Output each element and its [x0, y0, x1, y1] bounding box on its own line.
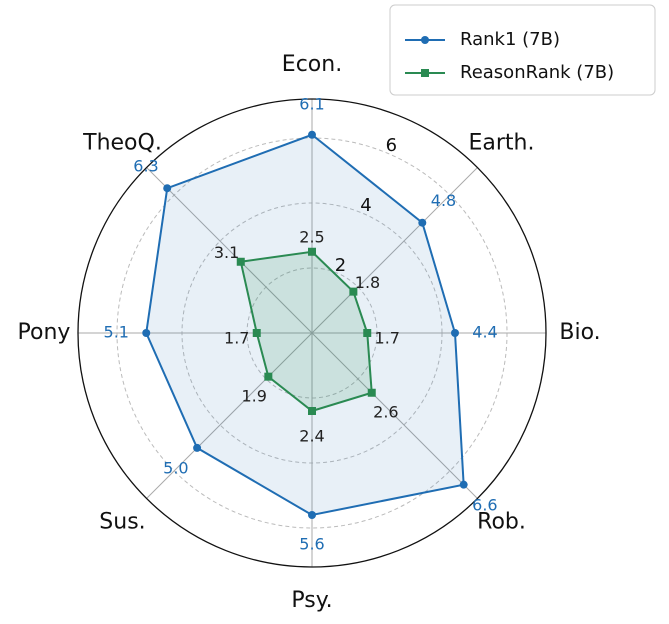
value-label: 2.4 [299, 427, 324, 446]
category-label: TheoQ. [82, 130, 162, 155]
marker [308, 130, 316, 139]
value-label: 4.8 [431, 191, 456, 210]
marker [264, 372, 273, 381]
legend-label: ReasonRank (7B) [460, 62, 614, 83]
value-label: 2.6 [373, 402, 398, 421]
marker [142, 329, 151, 337]
legend-marker [421, 69, 429, 77]
value-label: 3.1 [214, 243, 239, 262]
r-tick-label: 6 [386, 135, 397, 156]
value-label: 6.1 [299, 94, 324, 113]
value-label: 6.6 [472, 495, 497, 514]
category-label: Psy. [291, 588, 332, 613]
spoke [146, 332, 313, 499]
spoke [311, 332, 478, 499]
marker [418, 218, 427, 227]
value-label: 5.6 [299, 535, 324, 554]
legend-box [389, 4, 656, 96]
marker [367, 388, 376, 397]
value-label: 6.3 [133, 157, 158, 176]
value-label: 1.9 [241, 386, 266, 405]
value-label: 2.5 [299, 227, 324, 246]
marker [308, 511, 316, 519]
value-label: 5.0 [163, 459, 188, 478]
marker [459, 480, 468, 489]
value-label: 1.7 [375, 329, 400, 348]
category-label: Bio. [559, 320, 600, 345]
value-label: 1.7 [224, 329, 249, 348]
category-label: Rob. [477, 510, 526, 535]
category-label: Sus. [99, 510, 145, 535]
marker [451, 329, 459, 337]
marker [163, 184, 172, 193]
value-label: 1.8 [355, 273, 380, 292]
category-label: Earth. [469, 130, 535, 155]
marker [308, 407, 316, 415]
outer-ring [77, 98, 547, 568]
category-label: Pony [18, 320, 71, 345]
marker [363, 329, 372, 337]
spoke [146, 167, 313, 334]
legend-label: Rank1 (7B) [460, 29, 560, 50]
r-tick-label: 4 [360, 195, 371, 216]
marker [236, 257, 245, 266]
marker [349, 287, 358, 296]
value-label: 4.4 [472, 323, 497, 342]
marker [193, 443, 202, 452]
r-tick-label: 2 [335, 255, 346, 276]
marker [308, 247, 316, 256]
spoke [311, 167, 478, 334]
value-label: 5.1 [104, 323, 129, 342]
category-label: Econ. [282, 52, 342, 77]
legend-marker [421, 36, 429, 44]
marker [252, 329, 261, 337]
